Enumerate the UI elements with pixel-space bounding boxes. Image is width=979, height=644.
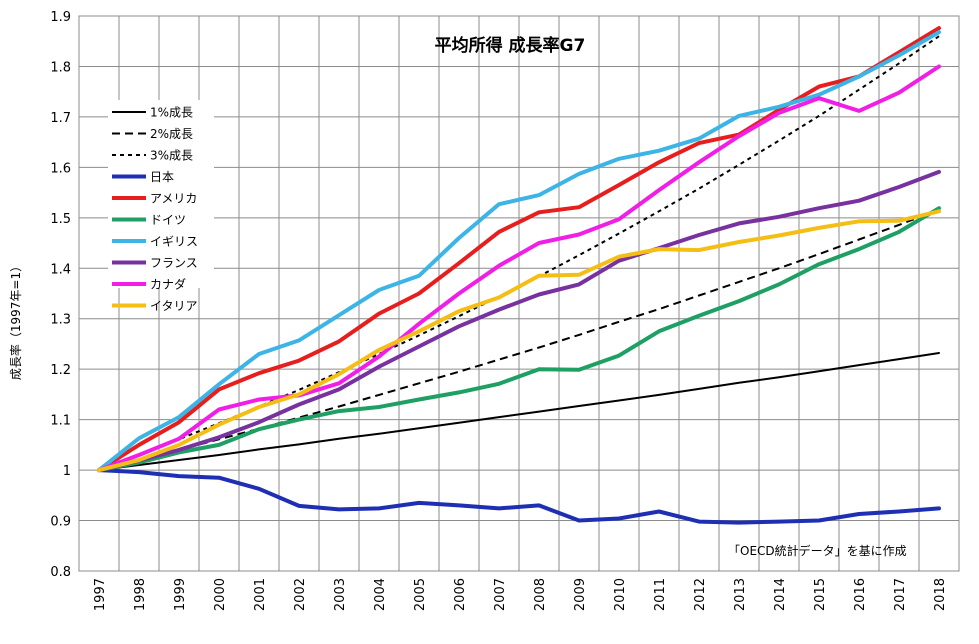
y-tick-label: 1	[63, 464, 71, 479]
y-tick-label: 1.4	[50, 262, 71, 277]
series-line	[97, 209, 941, 473]
x-tick-label: 2013	[733, 578, 748, 611]
x-tick-label: 2018	[933, 578, 948, 611]
legend-label: イタリア	[150, 299, 198, 313]
legend-label: イギリス	[150, 235, 198, 249]
y-tick-label: 0.9	[50, 515, 71, 530]
x-tick-label: 2016	[853, 578, 868, 611]
series-line	[97, 30, 941, 473]
x-tick-label: 2008	[533, 578, 548, 611]
y-tick-label: 1.7	[50, 111, 71, 126]
y-tick-label: 1.5	[50, 212, 71, 227]
y-tick-label: 0.8	[50, 565, 71, 580]
x-tick-label: 2006	[453, 578, 468, 611]
x-tick-label: 1999	[173, 578, 188, 611]
x-tick-label: 2014	[773, 578, 788, 611]
legend-label: アメリカ	[150, 192, 197, 206]
x-axis: 1997 1998 1999 2000 2001 2002 2003 2004 2005 2006…	[93, 578, 948, 611]
y-tick-label: 1.1	[50, 414, 71, 429]
legend-label: 日本	[150, 170, 174, 184]
legend-label: カナダ	[150, 277, 186, 292]
series-line	[97, 169, 941, 473]
x-tick-label: 2005	[413, 578, 428, 611]
x-tick-label: 2000	[213, 578, 228, 611]
x-tick-label: 2002	[293, 578, 308, 611]
x-tick-label: 1997	[93, 578, 108, 611]
legend-label: 1%成長	[150, 106, 193, 120]
x-tick-label: 1998	[133, 578, 148, 611]
y-tick-label: 1.6	[50, 161, 71, 176]
x-tick-label: 2017	[893, 578, 908, 611]
series-line	[97, 26, 941, 473]
y-axis: 0.8 0.9 1 1.1 1.2 1.3 1.4 1.5 1.6 1.7 1.8 1.9	[50, 10, 71, 580]
y-tick-label: 1.2	[50, 363, 71, 378]
series-line	[97, 64, 941, 473]
x-tick-label: 2001	[253, 578, 268, 611]
x-tick-label: 2009	[573, 578, 588, 611]
series-line	[97, 468, 941, 525]
legend-label: フランス	[150, 256, 198, 270]
x-tick-label: 2011	[653, 578, 668, 611]
chart-title: 平均所得 成長率G7	[435, 35, 586, 56]
series-line	[97, 206, 941, 473]
series-line	[98, 352, 940, 472]
x-tick-label: 2010	[613, 578, 628, 611]
legend-box	[108, 100, 214, 288]
y-tick-label: 1.9	[50, 10, 71, 25]
x-tick-label: 2003	[333, 578, 348, 611]
x-tick-label: 2012	[693, 578, 708, 611]
y-tick-label: 1.8	[50, 60, 71, 75]
series-line	[98, 208, 940, 472]
legend-label: ドイツ	[150, 213, 186, 227]
x-tick-label: 2004	[373, 578, 388, 611]
x-tick-label: 2007	[493, 578, 508, 611]
y-axis-label: 成長率（1997年=1）	[8, 260, 23, 380]
series-lines	[97, 26, 941, 525]
legend-label: 3%成長	[150, 149, 193, 163]
legend-label: 2%成長	[150, 127, 193, 141]
y-tick-label: 1.3	[50, 313, 71, 328]
x-tick-label: 2015	[813, 578, 828, 611]
source-annotation: 「OECD統計データ」を基に作成	[728, 543, 907, 558]
